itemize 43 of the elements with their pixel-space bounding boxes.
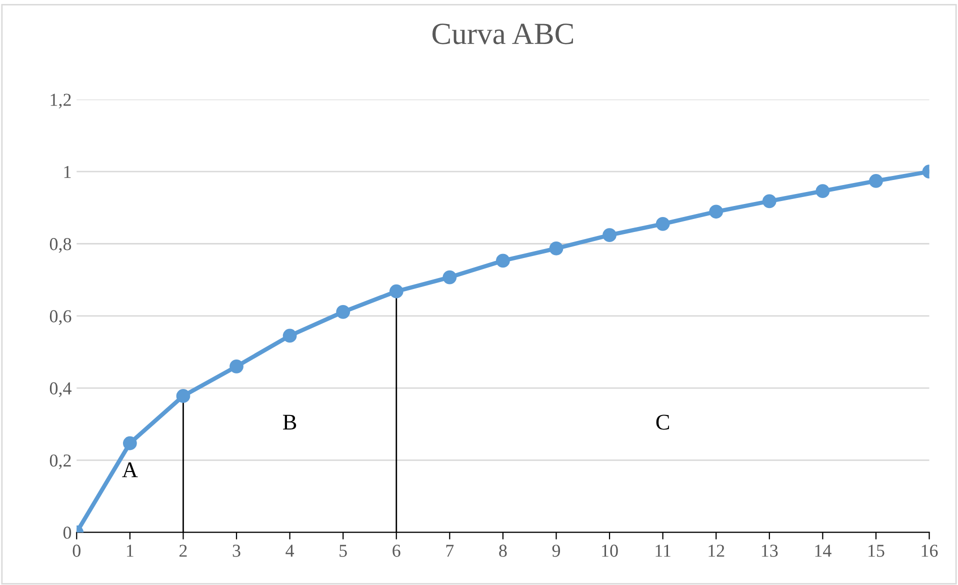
x-tick-label: 13	[762, 544, 778, 557]
point	[869, 174, 883, 188]
x-tick-label: 8	[499, 544, 507, 557]
x-tick-label: 11	[656, 544, 670, 557]
x-tick-label: 10	[602, 544, 618, 557]
x-tick-label: 12	[708, 544, 724, 557]
chart-title: Curva ABC	[432, 24, 573, 44]
x-tick-label: 1	[127, 544, 134, 557]
annotation: B	[283, 414, 296, 430]
x-tick-label: 5	[340, 544, 347, 557]
x-tick-label: 2	[179, 544, 187, 557]
point	[496, 254, 510, 268]
point	[442, 270, 457, 284]
x-tick-label: 9	[552, 544, 560, 557]
y-tick-label: 0,4	[50, 382, 72, 398]
point	[176, 389, 190, 403]
y-tick-label: 1,2	[50, 94, 71, 108]
point	[230, 359, 244, 374]
x-tick-label: 16	[922, 544, 938, 557]
point	[602, 228, 616, 242]
y-tick-label: 0	[63, 526, 72, 539]
point	[122, 436, 137, 450]
annotation: A	[122, 462, 138, 478]
point	[336, 304, 350, 319]
point	[282, 328, 297, 343]
x-tick-label: 7	[446, 544, 454, 557]
x-tick-label: 14	[815, 544, 832, 557]
y-tick-label: 1	[64, 166, 71, 178]
point	[549, 241, 564, 256]
y-tick-label: 0,6	[50, 310, 72, 325]
annotation: C	[656, 414, 669, 430]
y-tick-label: 0,8	[50, 238, 72, 253]
point	[762, 194, 776, 208]
x-tick-label: 3	[232, 544, 240, 557]
point	[389, 284, 404, 298]
x-tick-label: 4	[286, 544, 294, 557]
point	[656, 216, 670, 231]
x-tick-label: 6	[392, 544, 400, 557]
y-tick-label: 0,2	[50, 454, 71, 470]
x-tick-label: 0	[72, 544, 80, 557]
x-tick-label: 15	[868, 544, 884, 557]
point	[816, 184, 830, 198]
point	[709, 204, 724, 219]
